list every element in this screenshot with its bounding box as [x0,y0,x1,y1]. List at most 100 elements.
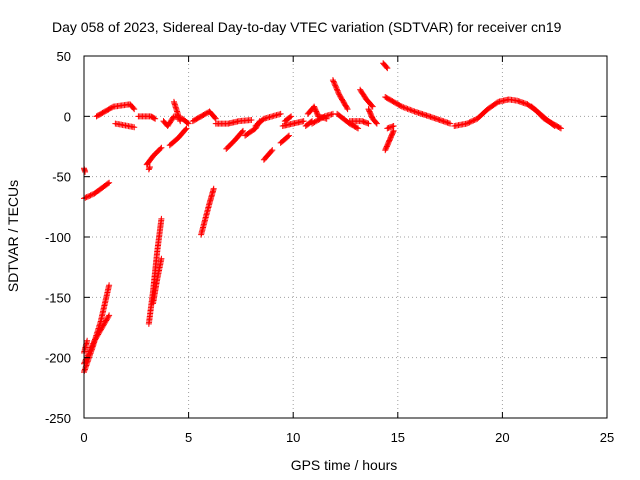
data-point [239,128,246,135]
data-point [343,104,350,111]
data-point [551,122,558,129]
data-point [94,332,101,339]
x-tick-label: 25 [600,430,614,445]
y-tick-label: -100 [45,230,71,245]
data-point [131,106,138,113]
data-point [284,133,291,140]
data-point [87,192,94,199]
data-point [311,119,318,126]
data-point [369,103,376,110]
data-point [130,105,137,112]
data-point [334,87,341,94]
data-point [269,147,276,154]
data-point [384,65,391,72]
data-point [158,255,165,262]
data-point [90,340,97,347]
data-point [309,120,316,127]
x-tick-label: 20 [495,430,509,445]
data-point [182,126,189,133]
data-point [383,64,390,71]
x-tick-label: 10 [286,430,300,445]
data-point [310,119,317,126]
data-point [104,180,111,187]
data-point [103,317,110,324]
data-point [91,337,98,344]
data-point [315,116,322,123]
data-point [95,330,102,337]
data-points [81,60,564,376]
data-point [100,321,107,328]
data-arc [451,96,564,132]
data-arc [143,144,165,168]
data-point [332,83,339,90]
data-point [88,343,95,350]
data-point [211,114,218,121]
data-point [109,104,116,111]
data-point [447,120,454,127]
data-arc [170,98,184,125]
data-point [398,103,405,110]
data-point [88,344,95,351]
data-point [467,118,474,125]
data-point [469,118,476,125]
data-arc [223,127,246,152]
data-point [99,323,106,330]
data-arc [260,147,276,163]
data-point [335,90,342,97]
data-point [390,129,397,136]
data-point [465,119,472,126]
data-point [470,117,477,124]
data-point [100,322,107,329]
y-tick-label: -200 [45,351,71,366]
data-point [286,132,293,139]
data-point [373,119,380,126]
data-point [314,117,321,124]
data-arc [150,255,165,307]
x-tick-label: 5 [185,430,192,445]
data-arc [145,215,165,327]
data-arc [112,120,138,131]
data-point [397,102,404,109]
data-point [84,193,91,200]
data-point [84,353,91,360]
data-arc [329,77,351,113]
data-point [312,118,319,125]
x-axis-label: GPS time / hours [291,457,398,473]
data-point [92,335,99,342]
data-point [84,337,91,344]
data-point [93,333,100,340]
data-point [101,320,108,327]
data-arc [346,118,372,127]
data-arc [189,108,219,125]
data-point [248,116,255,123]
data-point [86,348,93,355]
data-point [106,179,113,186]
data-point [239,127,246,134]
data-arc [198,185,217,238]
data-point [373,120,380,127]
data-arc [382,94,454,127]
data-point [471,116,478,123]
data-point [401,104,408,111]
data-point [151,115,158,122]
data-point [268,148,275,155]
data-point [152,115,159,122]
data-point [131,124,138,131]
data-point [333,86,340,93]
data-point [277,110,284,117]
data-point [86,192,93,199]
data-point [90,339,97,346]
data-point [287,114,294,121]
data-point [368,102,375,109]
data-point [89,341,96,348]
y-tick-label: -150 [45,290,71,305]
data-point [365,120,372,127]
data-point [319,114,326,121]
data-point [332,82,339,89]
data-point [105,313,112,320]
data-arc [365,106,380,127]
data-arc [166,125,190,149]
data-point [331,81,338,88]
data-point [335,88,342,95]
axis-ticks: 0 5 10 15 20 25 -250 -200 -150 -100 -50 0 50 [45,49,614,445]
